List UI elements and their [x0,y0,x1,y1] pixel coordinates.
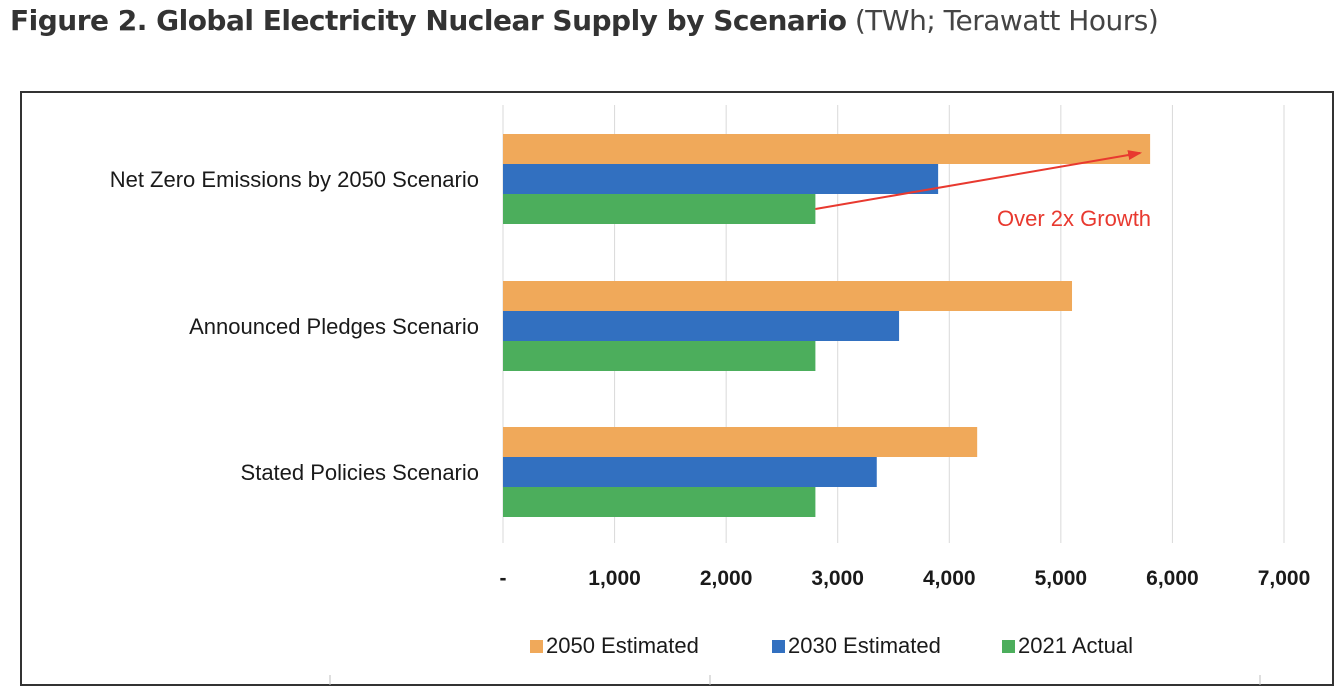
chart-frame: Net Zero Emissions by 2050 Scenario Annou… [20,91,1334,686]
x-tick-label-3: 3,000 [811,567,864,590]
bar-0-2 [503,194,816,224]
bar-2-0 [503,427,978,457]
figure-unit-note: (TWh; Terawatt Hours) [854,4,1159,37]
annotation-arrow [815,150,1143,210]
bar-2-2 [503,487,816,517]
bar-0-0 [503,134,1151,164]
bar-1-2 [503,341,816,371]
figure-title-text: Figure 2. Global Electricity Nuclear Sup… [10,4,847,37]
category-label-2: Stated Policies Scenario [241,460,479,485]
bar-chart: Net Zero Emissions by 2050 Scenario Annou… [20,91,1334,686]
bar-1-0 [503,281,1073,311]
legend: 2050 Estimated 2030 Estimated 2021 Actual [530,633,1133,658]
labels: Net Zero Emissions by 2050 Scenario Annou… [110,167,1311,590]
legend-label-2: 2021 Actual [1018,633,1133,658]
bar-2-1 [503,457,877,487]
legend-label-1: 2030 Estimated [788,633,941,658]
x-tick-label-0: - [500,567,507,590]
bars [503,134,1151,517]
x-tick-label-6: 6,000 [1146,567,1199,590]
legend-label-0: 2050 Estimated [546,633,699,658]
annotation: Over 2x Growth [815,150,1151,231]
x-tick-label-4: 4,000 [923,567,976,590]
category-label-0: Net Zero Emissions by 2050 Scenario [110,167,479,192]
legend-swatch-0 [530,640,543,653]
legend-swatch-2 [1002,640,1015,653]
annotation-label: Over 2x Growth [997,206,1151,231]
legend-swatch-1 [772,640,785,653]
category-label-1: Announced Pledges Scenario [189,314,479,339]
bar-0-1 [503,164,939,194]
x-tick-label-7: 7,000 [1258,567,1311,590]
figure-title: Figure 2. Global Electricity Nuclear Sup… [10,4,1159,37]
bar-1-1 [503,311,900,341]
x-tick-label-2: 2,000 [700,567,753,590]
x-tick-label-1: 1,000 [588,567,641,590]
x-tick-label-5: 5,000 [1035,567,1088,590]
